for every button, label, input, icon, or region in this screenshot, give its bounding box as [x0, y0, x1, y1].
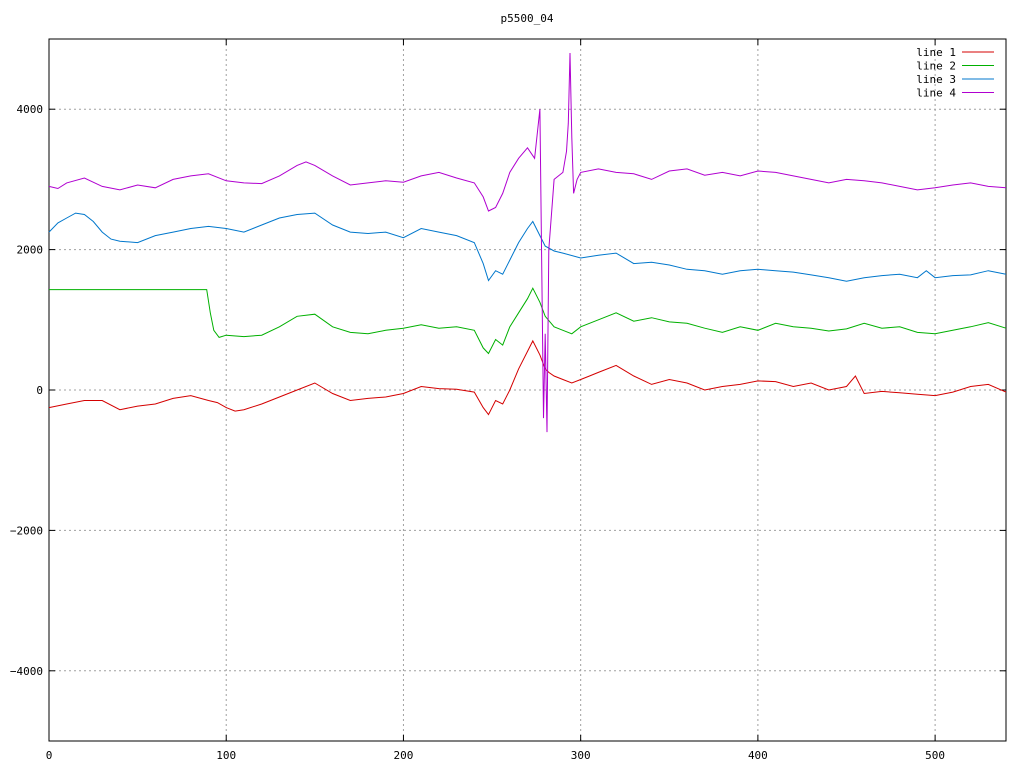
y-tick-label: −4000 — [10, 665, 43, 678]
grid — [49, 39, 1006, 741]
series-line-4 — [48, 52, 1007, 433]
x-tick-label: 400 — [748, 749, 768, 762]
y-tick-label: 0 — [36, 384, 43, 397]
x-tick-label: 100 — [216, 749, 236, 762]
y-tick-label: 2000 — [17, 244, 44, 257]
y-tick-label: −2000 — [10, 524, 43, 537]
axis-ticks: 0 100 200 300 400 500 −4000 −2000 0 2000 4000 — [10, 39, 1006, 762]
x-tick-label: 500 — [925, 749, 945, 762]
x-tick-label: 0 — [46, 749, 53, 762]
series-line-3 — [48, 212, 1007, 282]
x-tick-label: 300 — [571, 749, 591, 762]
series-layer — [48, 52, 1007, 433]
legend-label-1: line 1 — [916, 46, 956, 59]
series-line-2 — [49, 287, 1007, 355]
y-tick-label: 4000 — [17, 103, 44, 116]
series-line-1 — [48, 339, 1007, 416]
legend-label-4: line 4 — [916, 87, 956, 100]
chart-title: p5500_04 — [501, 12, 554, 25]
x-tick-label: 200 — [394, 749, 414, 762]
legend-label-2: line 2 — [916, 60, 956, 73]
legend-label-3: line 3 — [916, 73, 956, 86]
